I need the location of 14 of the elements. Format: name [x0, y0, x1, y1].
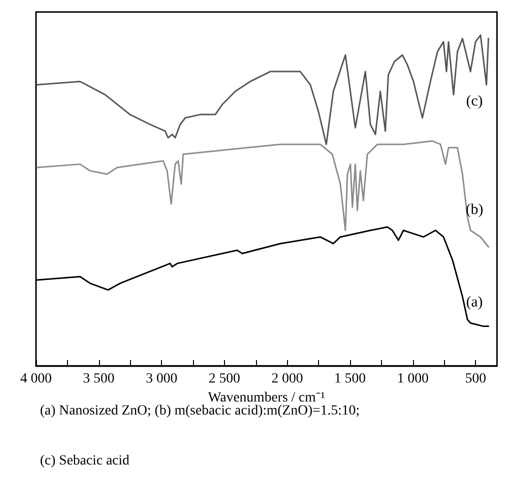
- x-tick-label: 1 000: [397, 372, 429, 386]
- text: (a) Nanosized ZnO; (b) m(sebacic acid):m(ZnO)=1.5:10;: [40, 404, 360, 418]
- x-tick-label: 2 500: [208, 372, 240, 386]
- x-axis-title: Wavenumbers / cm⁻¹: [208, 390, 325, 406]
- x-tick-label: 2 000: [271, 372, 303, 386]
- x-tick-label: 500: [465, 372, 486, 386]
- x-tick-label: 3 500: [83, 372, 115, 386]
- series-label: (b): [466, 202, 484, 218]
- x-tick-label: 1 500: [334, 372, 366, 386]
- x-tick-label: 4 000: [20, 372, 52, 386]
- series-label: (c): [466, 93, 483, 110]
- x-tick-label: 3 000: [146, 372, 178, 386]
- text: (c) Sebacic acid: [40, 454, 130, 468]
- series-label: (a): [466, 294, 483, 310]
